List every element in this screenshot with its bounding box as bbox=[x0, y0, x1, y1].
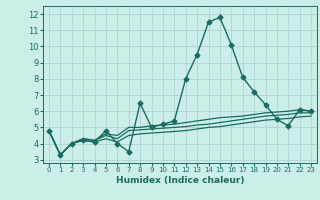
X-axis label: Humidex (Indice chaleur): Humidex (Indice chaleur) bbox=[116, 176, 244, 185]
